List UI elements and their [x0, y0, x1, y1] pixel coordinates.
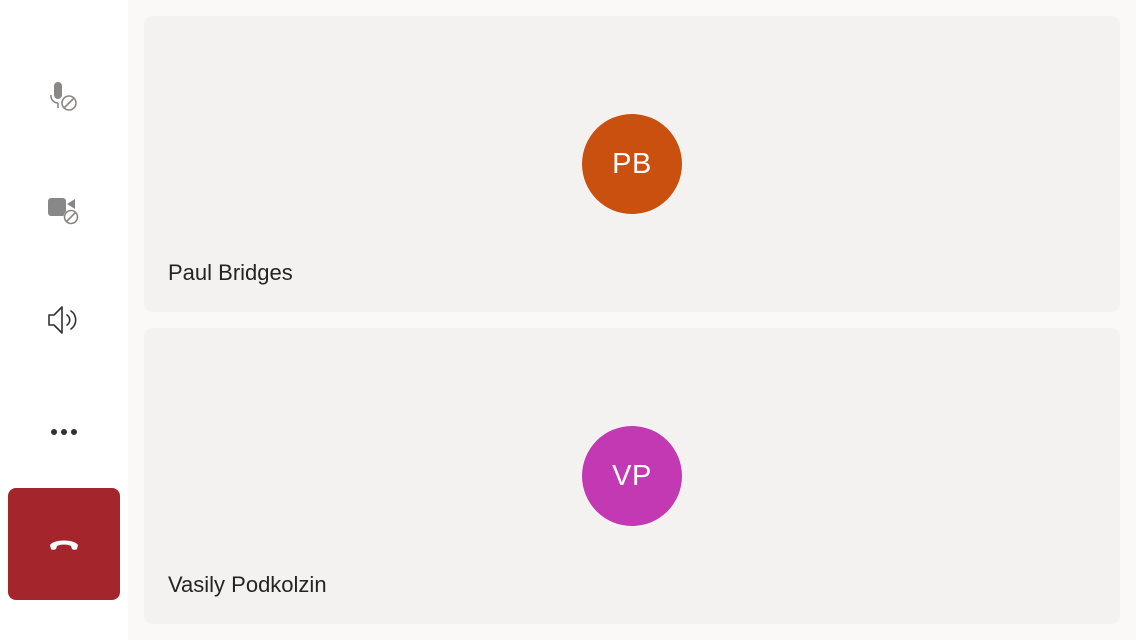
avatar-initials: VP [612, 459, 652, 492]
mute-microphone-button[interactable] [8, 42, 120, 154]
participant-tile[interactable]: PB Paul Bridges [144, 16, 1120, 312]
hang-up-icon [46, 536, 82, 552]
participant-tile[interactable]: VP Vasily Podkolzin [144, 328, 1120, 624]
speaker-icon [46, 302, 82, 338]
more-options-button[interactable] [8, 376, 120, 488]
avatar: VP [582, 426, 682, 526]
call-controls-toolbar [0, 0, 128, 640]
camera-button[interactable] [8, 154, 120, 266]
avatar-initials: PB [612, 147, 652, 180]
hang-up-button[interactable] [8, 488, 120, 600]
participant-name: Paul Bridges [168, 260, 293, 285]
speaker-button[interactable] [8, 264, 120, 376]
participant-stage: PB Paul Bridges VP Vasily Podkolzin [128, 0, 1136, 640]
camera-off-icon [46, 192, 82, 228]
avatar: PB [582, 114, 682, 214]
more-icon [46, 426, 82, 438]
participant-name: Vasily Podkolzin [168, 572, 327, 597]
mic-off-icon [46, 80, 82, 116]
